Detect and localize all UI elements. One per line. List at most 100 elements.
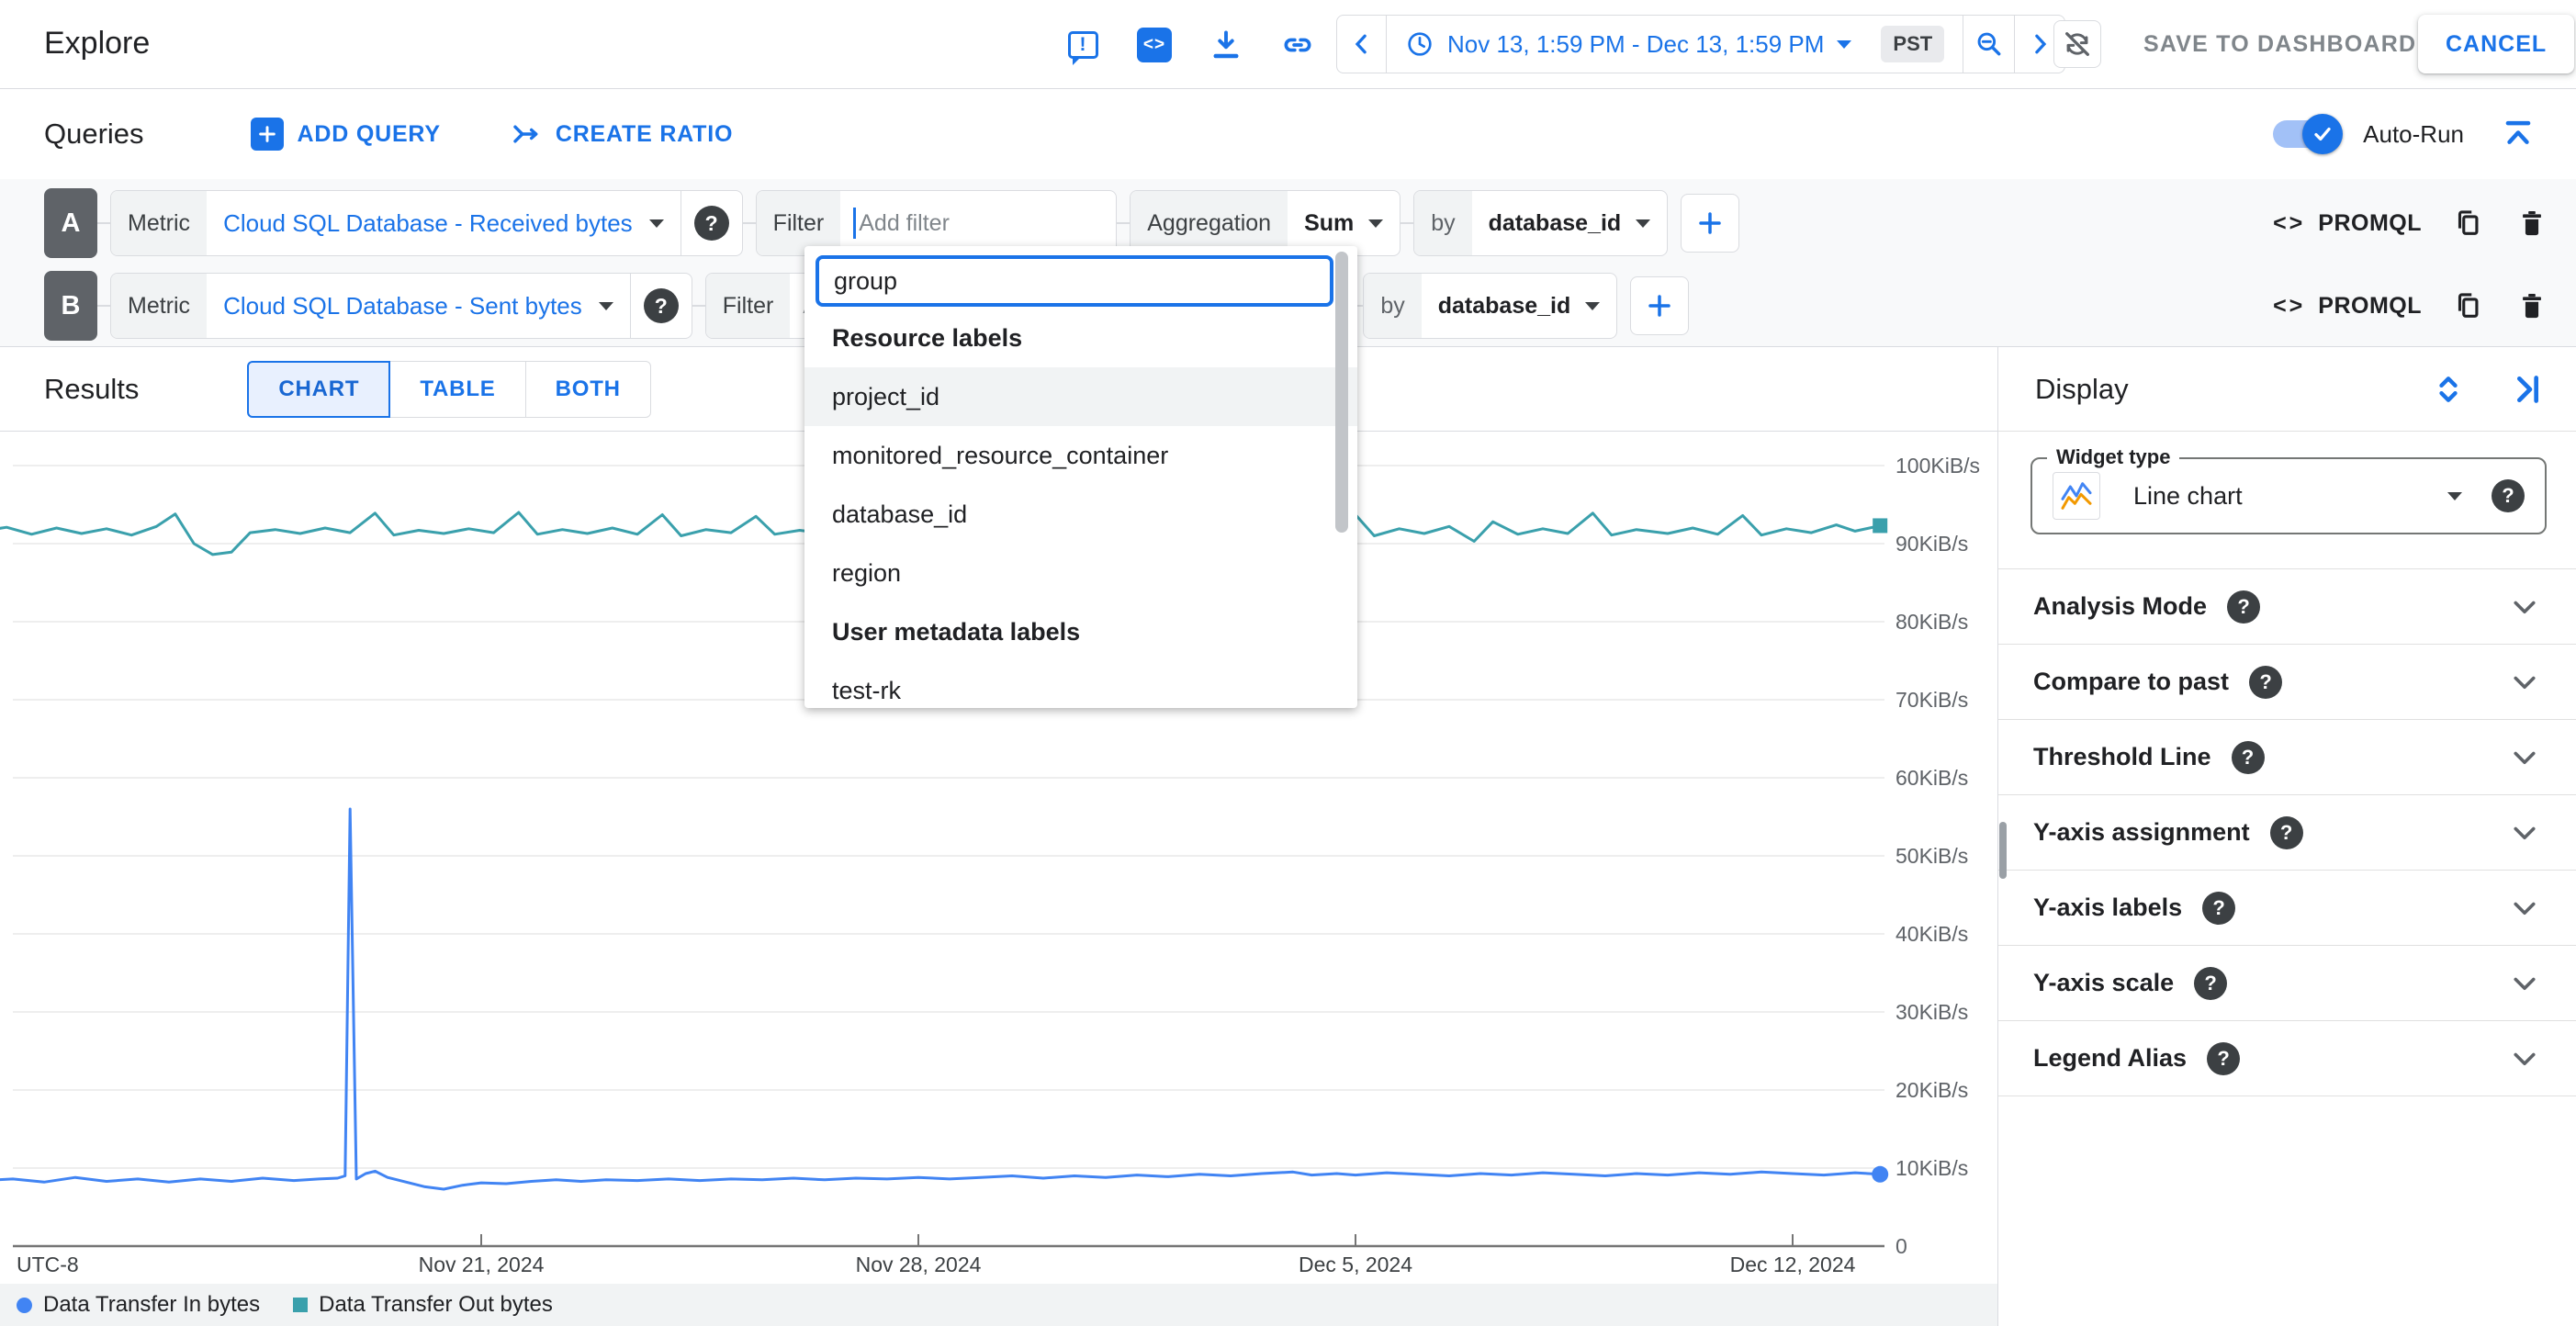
panel-scrollbar[interactable] xyxy=(1999,822,2007,879)
display-section-y-axis-assignment[interactable]: Y-axis assignment? xyxy=(1998,795,2576,871)
caret-down-icon xyxy=(648,219,664,228)
by-label: by xyxy=(1414,191,1472,255)
aggregation-select[interactable]: Sum xyxy=(1288,191,1400,255)
zoom-out-button[interactable] xyxy=(1963,16,2014,73)
line-chart-thumbnail-icon xyxy=(2053,472,2100,520)
create-ratio-button[interactable]: CREATE RATIO xyxy=(511,118,733,150)
help-icon[interactable]: ? xyxy=(2227,590,2261,624)
link-icon[interactable] xyxy=(1278,26,1317,64)
legend-label: Data Transfer In bytes xyxy=(43,1292,261,1317)
svg-text:10KiB/s: 10KiB/s xyxy=(1895,1156,1968,1180)
time-back-button[interactable] xyxy=(1337,16,1386,73)
promql-button[interactable]: <> PROMQL xyxy=(2273,209,2422,236)
download-icon[interactable] xyxy=(1207,26,1245,64)
caret-down-icon xyxy=(598,301,613,310)
delete-query-icon[interactable] xyxy=(2514,287,2550,324)
group-by-group: by database_id xyxy=(1363,273,1618,339)
dropdown-item-region[interactable]: region xyxy=(832,558,902,587)
feedback-icon[interactable]: ! xyxy=(1063,26,1102,65)
add-query-button[interactable]: ADD QUERY xyxy=(250,118,441,151)
metric-group: Metric Cloud SQL Database - Received byt… xyxy=(110,190,743,256)
query-row-a: A Metric Cloud SQL Database - Received b… xyxy=(44,188,2550,258)
filter-search-input[interactable]: group xyxy=(816,255,1333,307)
help-icon[interactable]: ? xyxy=(2269,815,2303,849)
help-icon[interactable]: ? xyxy=(2207,1041,2241,1075)
duplicate-query-icon[interactable] xyxy=(2449,287,2486,324)
toggle-knob-check-icon xyxy=(2302,114,2344,154)
svg-text:90KiB/s: 90KiB/s xyxy=(1895,532,1968,556)
date-range-picker[interactable]: Nov 13, 1:59 PM - Dec 13, 1:59 PM PST xyxy=(1387,16,1963,73)
timezone-badge: PST xyxy=(1881,26,1945,62)
chevron-down-icon xyxy=(2514,601,2536,613)
group-by-select[interactable]: database_id xyxy=(1472,191,1668,255)
svg-text:0: 0 xyxy=(1895,1234,1907,1258)
add-group-by-button[interactable] xyxy=(1681,194,1740,253)
help-icon[interactable]: ? xyxy=(2202,891,2236,925)
aggregation-group: Aggregation Sum xyxy=(1130,190,1401,256)
code-icon[interactable]: <> xyxy=(1135,26,1174,64)
tab-chart[interactable]: CHART xyxy=(247,360,391,418)
svg-text:60KiB/s: 60KiB/s xyxy=(1895,766,1968,790)
display-section-compare-to-past[interactable]: Compare to past? xyxy=(1998,645,2576,720)
help-icon[interactable]: ? xyxy=(2249,665,2283,699)
svg-text:100KiB/s: 100KiB/s xyxy=(1895,454,1980,478)
help-icon[interactable]: ? xyxy=(2231,740,2265,774)
dropdown-item-database_id[interactable]: database_id xyxy=(832,500,968,528)
dropdown-section-header: User metadata labels xyxy=(832,617,1081,646)
svg-text:Nov 21, 2024: Nov 21, 2024 xyxy=(419,1253,545,1276)
auto-refresh-off-button[interactable] xyxy=(2053,20,2101,68)
svg-text:30KiB/s: 30KiB/s xyxy=(1895,1000,1968,1024)
help-icon[interactable]: ? xyxy=(2194,966,2228,1000)
group-by-select[interactable]: database_id xyxy=(1422,274,1617,338)
display-section-analysis-mode[interactable]: Analysis Mode? xyxy=(1998,569,2576,645)
display-section-legend-alias[interactable]: Legend Alias? xyxy=(1998,1021,2576,1096)
time-forward-button[interactable] xyxy=(2015,16,2064,73)
auto-run-toggle[interactable] xyxy=(2273,114,2344,154)
add-group-by-button[interactable] xyxy=(1630,276,1690,335)
promql-button[interactable]: <> PROMQL xyxy=(2273,292,2422,319)
caret-down-icon xyxy=(2447,491,2462,500)
display-section-y-axis-scale[interactable]: Y-axis scale? xyxy=(1998,946,2576,1021)
svg-text:50KiB/s: 50KiB/s xyxy=(1895,844,1968,868)
help-icon[interactable]: ? xyxy=(693,206,729,241)
metric-select[interactable]: Cloud SQL Database - Received bytes xyxy=(207,191,681,255)
cancel-button[interactable]: CANCEL xyxy=(2418,15,2575,73)
dropdown-item-monitored_resource_container[interactable]: monitored_resource_container xyxy=(832,441,1169,469)
text-cursor xyxy=(853,208,857,239)
collapse-panel-icon[interactable] xyxy=(2506,370,2545,409)
query-badge: B xyxy=(44,271,97,341)
tab-both[interactable]: BOTH xyxy=(524,360,651,418)
svg-text:70KiB/s: 70KiB/s xyxy=(1895,688,1968,712)
page-title: Explore xyxy=(44,26,151,61)
widget-type-label: Widget type xyxy=(2047,445,2180,469)
help-icon[interactable]: ? xyxy=(643,288,679,323)
auto-run-label: Auto-Run xyxy=(2363,119,2464,148)
app-header: Explore ! <> Nov 13, 1:59 PM - Dec 13, 1… xyxy=(0,0,2576,89)
unfold-sections-icon[interactable] xyxy=(2429,370,2468,409)
duplicate-query-icon[interactable] xyxy=(2449,205,2486,242)
display-panel-title: Display xyxy=(2035,372,2129,405)
collapse-queries-icon[interactable] xyxy=(2499,115,2537,153)
queries-title: Queries xyxy=(44,118,144,150)
svg-text:UTC-8: UTC-8 xyxy=(17,1253,79,1276)
tab-table[interactable]: TABLE xyxy=(389,360,526,418)
dropdown-scrollbar[interactable] xyxy=(1335,252,1348,533)
dropdown-item-project_id[interactable]: project_id xyxy=(804,367,1357,426)
legend-item[interactable]: Data Transfer In bytes xyxy=(17,1292,260,1318)
display-section-threshold-line[interactable]: Threshold Line? xyxy=(1998,720,2576,795)
filter-input[interactable]: Add filter xyxy=(840,191,1116,255)
metric-select[interactable]: Cloud SQL Database - Sent bytes xyxy=(207,274,630,338)
display-section-y-axis-labels[interactable]: Y-axis labels? xyxy=(1998,871,2576,946)
chevron-down-icon xyxy=(2514,977,2536,990)
dropdown-item-test-rk[interactable]: test-rk xyxy=(832,676,902,704)
legend-item[interactable]: Data Transfer Out bytes xyxy=(293,1292,553,1318)
widget-type-select[interactable]: Widget type Line chart ? xyxy=(2030,445,2547,534)
aggregation-label: Aggregation xyxy=(1131,191,1288,255)
clock-icon xyxy=(1408,32,1432,56)
display-panel: Display Widget type Line chart ? xyxy=(1997,347,2576,1326)
save-to-dashboard-button[interactable]: SAVE TO DASHBOARD xyxy=(2143,31,2417,57)
help-icon[interactable]: ? xyxy=(2492,479,2525,512)
date-range-text: Nov 13, 1:59 PM - Dec 13, 1:59 PM xyxy=(1447,29,1825,58)
delete-query-icon[interactable] xyxy=(2514,205,2550,242)
